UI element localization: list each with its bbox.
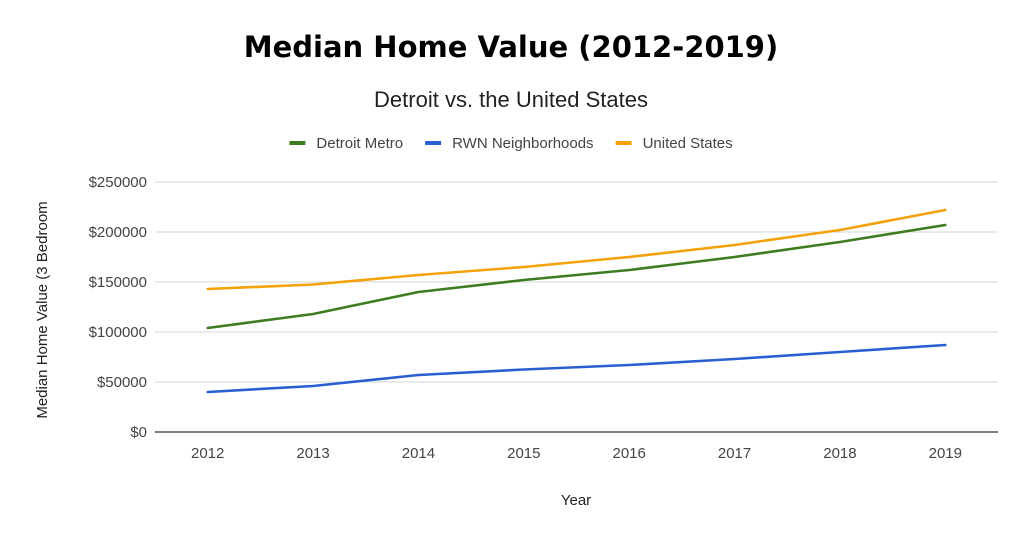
x-tick-label: 2015 [507, 445, 540, 462]
chart-title: Median Home Value (2012-2019) [244, 30, 778, 64]
x-tick-label: 2018 [823, 445, 856, 462]
chart-subtitle: Detroit vs. the United States [374, 87, 648, 112]
x-axis-ticks: 2012 2013 2014 2015 2016 2017 2018 2019 [191, 445, 962, 462]
y-tick-label: $150000 [89, 274, 147, 291]
y-tick-label: $200000 [89, 224, 147, 241]
legend-item: RWN Neighborhoods [425, 135, 594, 152]
legend-item: Detroit Metro [289, 135, 403, 152]
x-tick-label: 2019 [929, 445, 962, 462]
legend-label: RWN Neighborhoods [452, 135, 593, 152]
legend: Detroit Metro RWN Neighborhoods United Sta… [289, 135, 733, 152]
series-line-united-states [206, 208, 947, 291]
y-axis-title: Median Home Value (3 Bedroom [34, 201, 51, 418]
series-line-detroit-metro [206, 223, 947, 330]
legend-label: Detroit Metro [316, 135, 403, 152]
y-tick-label: $0 [130, 424, 147, 441]
legend-item: United States [615, 135, 733, 152]
x-tick-label: 2016 [613, 445, 646, 462]
x-tick-label: 2014 [402, 445, 435, 462]
y-axis-ticks: $0 $50000 $100000 $150000 $200000 $250000 [89, 174, 147, 441]
x-axis-title: Year [561, 492, 591, 509]
legend-label: United States [643, 135, 733, 152]
y-tick-label: $50000 [97, 374, 147, 391]
series-line-rwn-neighborhoods [206, 343, 947, 394]
y-tick-label: $100000 [89, 324, 147, 341]
x-tick-label: 2017 [718, 445, 751, 462]
x-tick-label: 2013 [296, 445, 329, 462]
gridlines [155, 181, 998, 433]
y-tick-label: $250000 [89, 174, 147, 191]
x-tick-label: 2012 [191, 445, 224, 462]
series-group [206, 208, 947, 394]
